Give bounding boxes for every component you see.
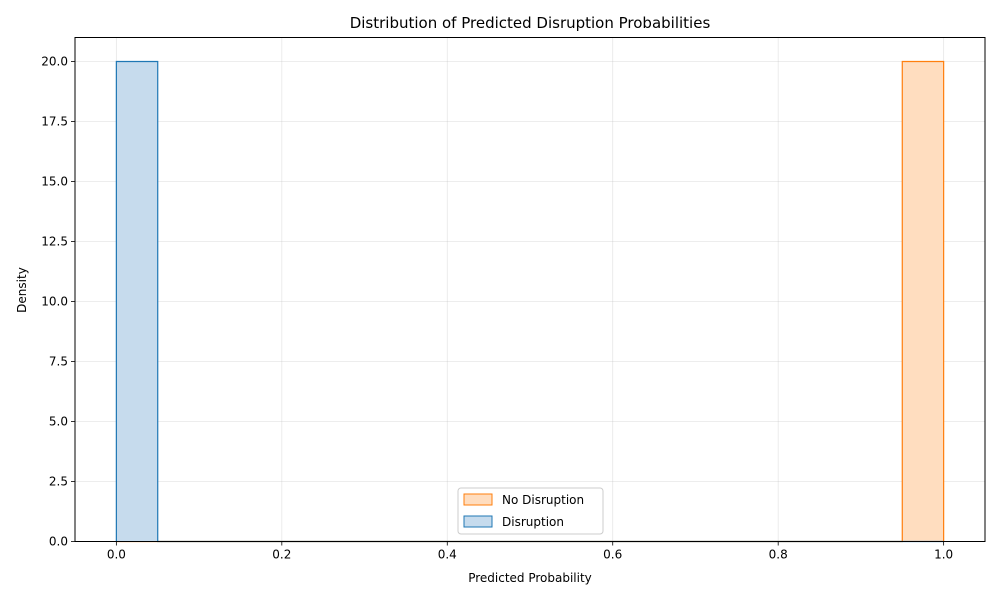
chart-title: Distribution of Predicted Disruption Pro… — [350, 14, 711, 32]
y-tick-label: 7.5 — [49, 355, 68, 369]
y-tick-label: 12.5 — [41, 235, 68, 249]
grid-lines — [75, 37, 985, 542]
x-tick-label: 0.0 — [107, 548, 126, 562]
x-tick-label: 0.8 — [769, 548, 788, 562]
x-axis-label: Predicted Probability — [468, 571, 592, 585]
bar-no-disruption — [902, 61, 944, 542]
y-tick-label: 20.0 — [41, 55, 68, 69]
x-tick-label: 0.4 — [438, 548, 457, 562]
legend-label-disruption: Disruption — [502, 515, 564, 529]
legend-swatch-disruption — [463, 515, 493, 528]
plot-frame — [74, 37, 986, 542]
x-tick-label: 0.6 — [603, 548, 622, 562]
y-tick-label: 10.0 — [41, 295, 68, 309]
x-tick-label: 1.0 — [934, 548, 953, 562]
y-tick-label: 0.0 — [49, 535, 68, 549]
y-tick-label: 2.5 — [49, 475, 68, 489]
legend-label-no-disruption: No Disruption — [502, 493, 584, 507]
axis-ticks: 0.0 0.2 0.4 0.6 0.8 1.0 0.0 2.5 5.0 7.5 10.0 12.5 15… — [41, 55, 953, 562]
bar-disruption — [116, 61, 158, 542]
x-tick-label: 0.2 — [272, 548, 291, 562]
legend-box — [457, 487, 604, 535]
legend: No Disruption Disruption — [457, 487, 604, 535]
legend-swatch-no-disruption — [463, 493, 493, 506]
y-axis-label: Density — [15, 267, 29, 313]
y-tick-label: 15.0 — [41, 175, 68, 189]
y-tick-label: 17.5 — [41, 115, 68, 129]
y-tick-label: 5.0 — [49, 415, 68, 429]
